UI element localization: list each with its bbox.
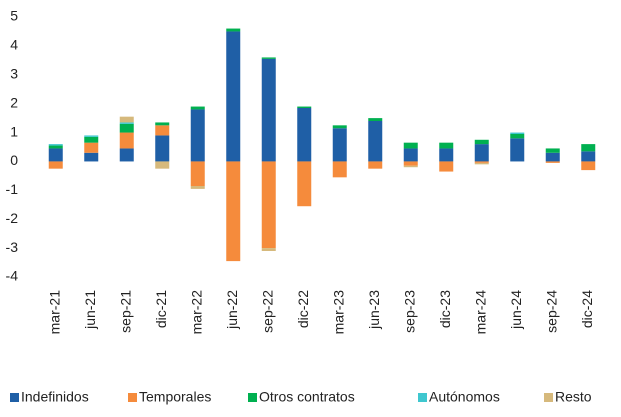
bar-segment xyxy=(332,161,347,178)
legend-label: Indefinidos xyxy=(21,389,89,405)
bar-segment xyxy=(510,134,525,139)
bar-segment xyxy=(261,248,276,251)
bar-segment xyxy=(190,161,205,186)
bar-segment xyxy=(226,161,241,262)
x-tick-label: jun-21 xyxy=(82,290,98,330)
bar-segment xyxy=(226,28,241,32)
bar-segment xyxy=(48,145,63,149)
bar-segment xyxy=(48,161,63,169)
bar-segment xyxy=(581,144,596,152)
legend-label: Temporales xyxy=(139,389,211,405)
x-tick-label: sep-24 xyxy=(543,290,559,333)
y-tick-label: 4 xyxy=(10,37,18,53)
x-tick-label: mar-23 xyxy=(330,290,346,335)
bar-segment xyxy=(474,144,489,162)
bar-segment xyxy=(155,135,170,162)
y-tick-label: 1 xyxy=(10,123,18,139)
bar-segment xyxy=(84,135,99,137)
bar-segment xyxy=(510,138,525,162)
legend-swatch xyxy=(544,393,553,402)
y-tick-label: -1 xyxy=(6,181,19,197)
bar-segment xyxy=(581,161,596,171)
bar-segment xyxy=(155,122,170,126)
bar-segment xyxy=(474,161,489,163)
bar-segment xyxy=(84,136,99,143)
bar-segment xyxy=(119,148,134,162)
bar-segment xyxy=(545,161,560,163)
bar-segment xyxy=(403,161,418,166)
x-tick-label: mar-24 xyxy=(472,290,488,335)
bar-segment xyxy=(474,139,489,145)
bar-segment xyxy=(119,116,134,123)
bar-segment xyxy=(545,148,560,153)
x-tick-label: jun-23 xyxy=(366,290,382,330)
bar-segment xyxy=(403,142,418,149)
bar-segment xyxy=(190,186,205,189)
bar-segment xyxy=(119,132,134,149)
y-tick-label: -3 xyxy=(6,239,19,255)
bar-segment xyxy=(439,161,454,172)
bar-segment xyxy=(48,144,63,146)
bar-segment xyxy=(226,31,241,162)
bar-segment xyxy=(403,165,418,168)
legend-label: Resto xyxy=(555,389,592,405)
bar-segment xyxy=(332,128,347,162)
bar-segment xyxy=(439,148,454,162)
x-tick-label: mar-22 xyxy=(188,290,204,335)
bar-segment xyxy=(368,118,383,121)
x-tick-label: sep-22 xyxy=(259,290,275,333)
legend-swatch xyxy=(248,393,257,402)
bar-segment xyxy=(48,148,63,162)
bar-segment xyxy=(297,106,312,108)
bar-segment xyxy=(84,142,99,153)
bar-segment xyxy=(368,161,383,169)
x-tick-label: jun-24 xyxy=(508,290,524,330)
legend-swatch xyxy=(418,393,427,402)
bar-segment xyxy=(368,121,383,162)
bar-segment xyxy=(297,161,312,207)
x-tick-label: dic-23 xyxy=(437,290,453,328)
bar-segment xyxy=(581,151,596,162)
bar-segment xyxy=(261,161,276,249)
y-tick-label: 3 xyxy=(10,65,18,81)
x-tick-label: mar-21 xyxy=(46,290,62,335)
bar-segment xyxy=(545,152,560,162)
bar-segment xyxy=(439,142,454,149)
y-tick-label: 0 xyxy=(10,152,18,168)
bar-segment xyxy=(84,152,99,162)
bar-segment xyxy=(261,57,276,59)
bar-segment xyxy=(190,106,205,110)
y-tick-label: -4 xyxy=(6,268,19,284)
y-tick-label: 2 xyxy=(10,94,18,110)
x-tick-label: sep-21 xyxy=(117,290,133,333)
y-tick-label: 5 xyxy=(10,8,18,24)
y-tick-label: -2 xyxy=(6,210,19,226)
bar-segment xyxy=(510,132,525,134)
x-tick-label: dic-21 xyxy=(153,290,169,328)
bar-segment xyxy=(403,148,418,162)
x-tick-label: jun-22 xyxy=(224,290,240,330)
bar-segment xyxy=(332,125,347,129)
bar-segment xyxy=(155,125,170,136)
bar-segment xyxy=(474,162,489,165)
legend-label: Autónomos xyxy=(429,389,500,405)
x-tick-label: sep-23 xyxy=(401,290,417,333)
x-tick-label: dic-22 xyxy=(295,290,311,328)
bar-segment xyxy=(119,123,134,133)
bar-segment xyxy=(119,122,134,124)
bar-segment xyxy=(297,108,312,162)
legend-swatch xyxy=(128,393,137,402)
bar-segment xyxy=(261,58,276,162)
legend-swatch xyxy=(10,393,19,402)
x-tick-label: dic-24 xyxy=(579,290,595,328)
legend-label: Otros contratos xyxy=(259,389,355,405)
bar-segment xyxy=(190,109,205,162)
bar-segment xyxy=(155,161,170,169)
